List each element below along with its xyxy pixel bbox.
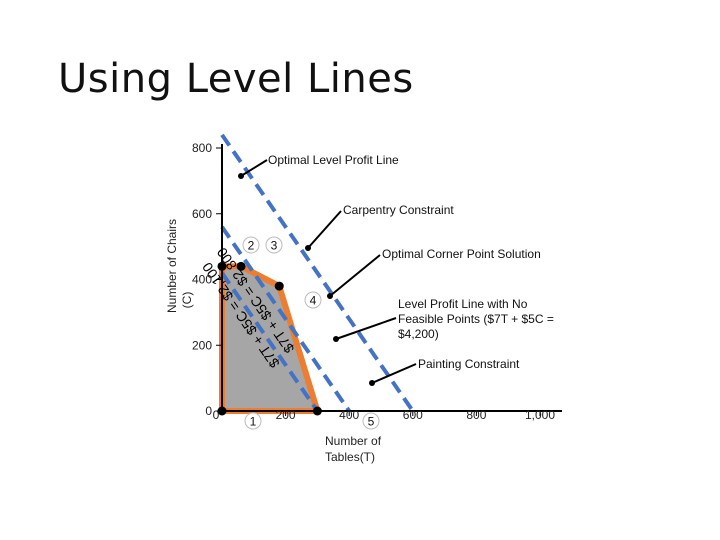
corner-point-4-badge-text: 4 [310, 294, 317, 308]
annotation-4-text-line-3: $4,200) [398, 327, 439, 341]
y-axis-label-line-1: Number of Chairs [165, 219, 179, 313]
y-tick-label-400: 400 [192, 273, 212, 287]
plot-layer: $7T + $5C = $2,100$7T + $5C = $2,800 [199, 133, 415, 416]
corner-point-3-badge-text: 3 [271, 239, 278, 253]
annotation-4-text-line-2: Feasible Points ($7T + $5C = [398, 312, 554, 326]
annotation-1-pointer-dot [238, 173, 244, 179]
corner-point-2-badge [242, 236, 260, 254]
corner-point-1-badge-text: 1 [250, 415, 257, 429]
annotation-5-text: Painting Constraint [418, 357, 520, 371]
annotation-1-pointer [240, 159, 268, 177]
x-axis-label-line-2: Tables(T) [325, 450, 375, 464]
annotation-2-pointer-dot [305, 245, 311, 251]
annotation-4-text-line-1: Level Profit Line with No [398, 297, 528, 311]
corner-point-3-badge [265, 236, 283, 254]
y-tick-label-200: 200 [192, 338, 212, 352]
x-tick-label-1000: 1,000 [525, 408, 555, 422]
corner-point-2-badge-text: 2 [248, 239, 255, 253]
x-tick-label-200: 200 [276, 408, 296, 422]
annotation-5-pointer-dot [369, 380, 375, 386]
annotation-4-pointer-dot [333, 336, 339, 342]
y-tick-label-600: 600 [192, 207, 212, 221]
x-tick-label-600: 600 [403, 408, 423, 422]
x-tick-label-800: 800 [466, 408, 486, 422]
y-tick-label-800: 800 [192, 141, 212, 155]
x-tick-label-0: 0 [213, 408, 220, 422]
level-line-2800 [220, 225, 351, 413]
corner-point-3 [236, 261, 246, 271]
corner-point-4 [274, 281, 284, 291]
corner-point-1-badge [244, 412, 262, 430]
y-axis-label-line-2: (C) [180, 292, 194, 309]
x-axis-label-line-1: Number of [325, 434, 382, 448]
annotation-1-text: Optimal Level Profit Line [268, 153, 399, 167]
annotation-2-pointer [307, 210, 342, 249]
annotation-3-text: Optimal Corner Point Solution [382, 247, 541, 261]
annotation-4-pointer [335, 317, 397, 340]
annotation-3-pointer [329, 254, 381, 297]
level-line-2100 [220, 271, 320, 413]
level-line-4200 [220, 133, 415, 413]
annotation-5-pointer [371, 363, 417, 384]
corner-point-4-badge [304, 291, 322, 309]
axes-layer: 0 200 400 600 800 0 200 400 600 800 1,000 Number of… [165, 141, 562, 464]
annotations-layer: Optimal Level Profit Line Carpentry Const… [238, 153, 554, 430]
annotation-2-text: Carpentry Constraint [343, 203, 454, 217]
corner-point-5-badge-text: 5 [368, 415, 375, 429]
y-tick-label-0: 0 [205, 404, 212, 418]
annotation-3-pointer-dot [327, 293, 333, 299]
x-tick-label-400: 400 [339, 408, 359, 422]
corner-point-5-badge [362, 412, 380, 430]
slide-title: Using Level Lines [58, 56, 414, 102]
